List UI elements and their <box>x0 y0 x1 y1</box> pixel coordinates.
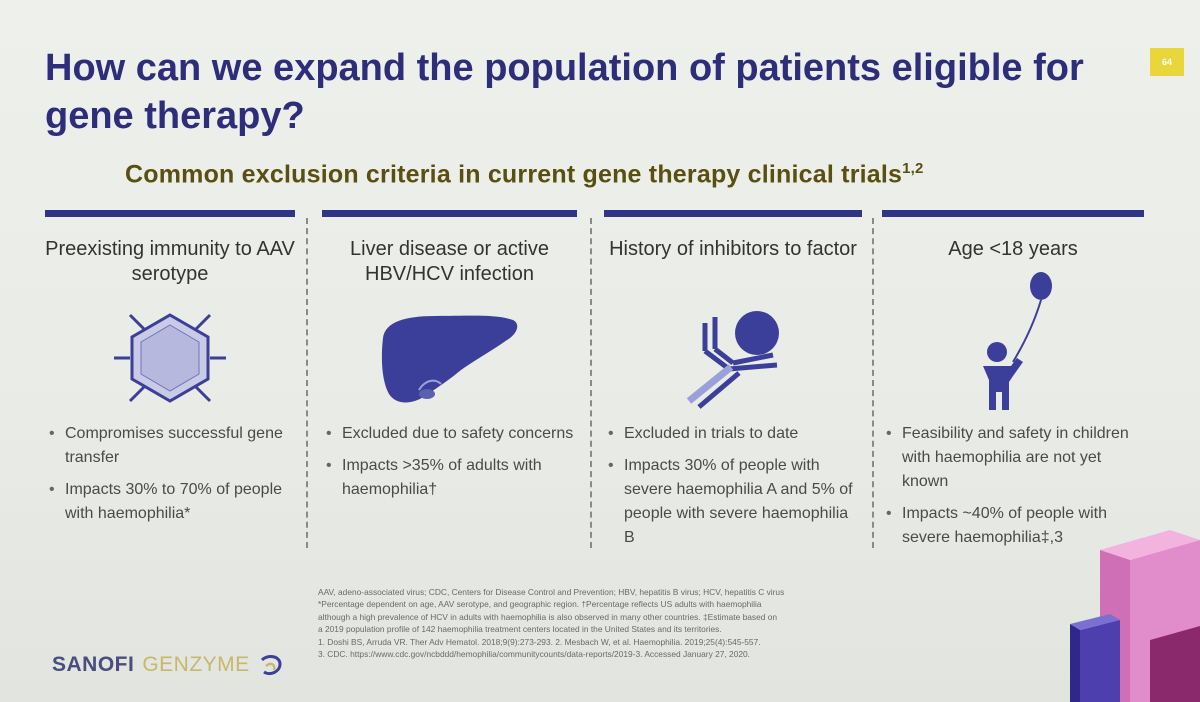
column-divider <box>872 218 874 548</box>
list-item: Impacts 30% of people with severe haemop… <box>604 454 862 550</box>
column-liver-disease: Liver disease or active HBV/HCV infectio… <box>322 210 577 550</box>
column-divider <box>590 218 592 548</box>
column-title: History of inhibitors to factor <box>609 238 857 260</box>
column-age: Age <18 years Feasibility and safety in … <box>882 210 1144 550</box>
column-title: Preexisting immunity to AAV serotype <box>45 238 295 285</box>
slide-title: How can we expand the population of pati… <box>45 47 1084 137</box>
bullet-list: Feasibility and safety in children with … <box>882 422 1144 558</box>
bullet-list: Excluded due to safety concerns Impacts … <box>322 422 577 510</box>
footnote-line: 1. Doshi BS, Arruda VR. Ther Adv Hematol… <box>318 636 761 647</box>
list-item: Excluded in trials to date <box>604 422 862 446</box>
sanofi-genzyme-logo: SANOFI GENZYME <box>52 650 284 680</box>
list-item: Impacts 30% to 70% of people with haemop… <box>45 478 295 526</box>
slide-subtitle: Common exclusion criteria in current gen… <box>125 160 1085 189</box>
column-title: Liver disease or active HBV/HCV infectio… <box>350 238 549 285</box>
column-header-bar <box>322 210 577 217</box>
footnotes: AAV, adeno-associated virus; CDC, Center… <box>318 586 1068 660</box>
child-balloon-icon <box>882 272 1144 414</box>
list-item: Compromises successful gene transfer <box>45 422 295 470</box>
antibody-icon <box>604 302 862 414</box>
list-item: Feasibility and safety in children with … <box>882 422 1144 494</box>
liver-icon <box>322 302 577 414</box>
list-item: Excluded due to safety concerns <box>322 422 577 446</box>
column-header-bar <box>45 210 295 217</box>
column-preexisting-immunity: Preexisting immunity to AAV serotype Com… <box>45 210 295 550</box>
logo-brand: SANOFI <box>52 653 135 676</box>
column-title: Age <18 years <box>948 238 1078 260</box>
logo-division: GENZYME <box>142 653 250 676</box>
column-inhibitors: History of inhibitors to factor Excluded… <box>604 210 862 550</box>
subtitle-references: 1,2 <box>902 160 924 177</box>
subtitle-text: Common exclusion criteria in current gen… <box>125 160 903 189</box>
bullet-list: Compromises successful gene transfer Imp… <box>45 422 295 534</box>
list-item: Impacts ~40% of people with severe haemo… <box>882 502 1144 550</box>
list-item: Impacts >35% of adults with haemophilia† <box>322 454 577 502</box>
footnote-line: AAV, adeno-associated virus; CDC, Center… <box>318 587 785 597</box>
hexagon-virus-icon <box>45 302 295 414</box>
footnote-line: 3. CDC. https://www.cdc.gov/ncbddd/hemop… <box>318 649 751 660</box>
footnote-line: a 2019 population profile of 142 haemoph… <box>318 624 722 635</box>
column-divider <box>306 218 308 548</box>
footnote-line: *Percentage dependent on age, AAV seroty… <box>318 599 762 610</box>
page-number-badge: 64 <box>1150 48 1184 76</box>
column-header-bar <box>882 210 1144 217</box>
bullet-list: Excluded in trials to date Impacts 30% o… <box>604 422 862 558</box>
footnote-line: although a high prevalence of HCV in adu… <box>318 611 778 622</box>
swirl-logo-icon <box>260 655 282 676</box>
decorative-blocks <box>1070 530 1200 702</box>
column-header-bar <box>604 210 862 217</box>
